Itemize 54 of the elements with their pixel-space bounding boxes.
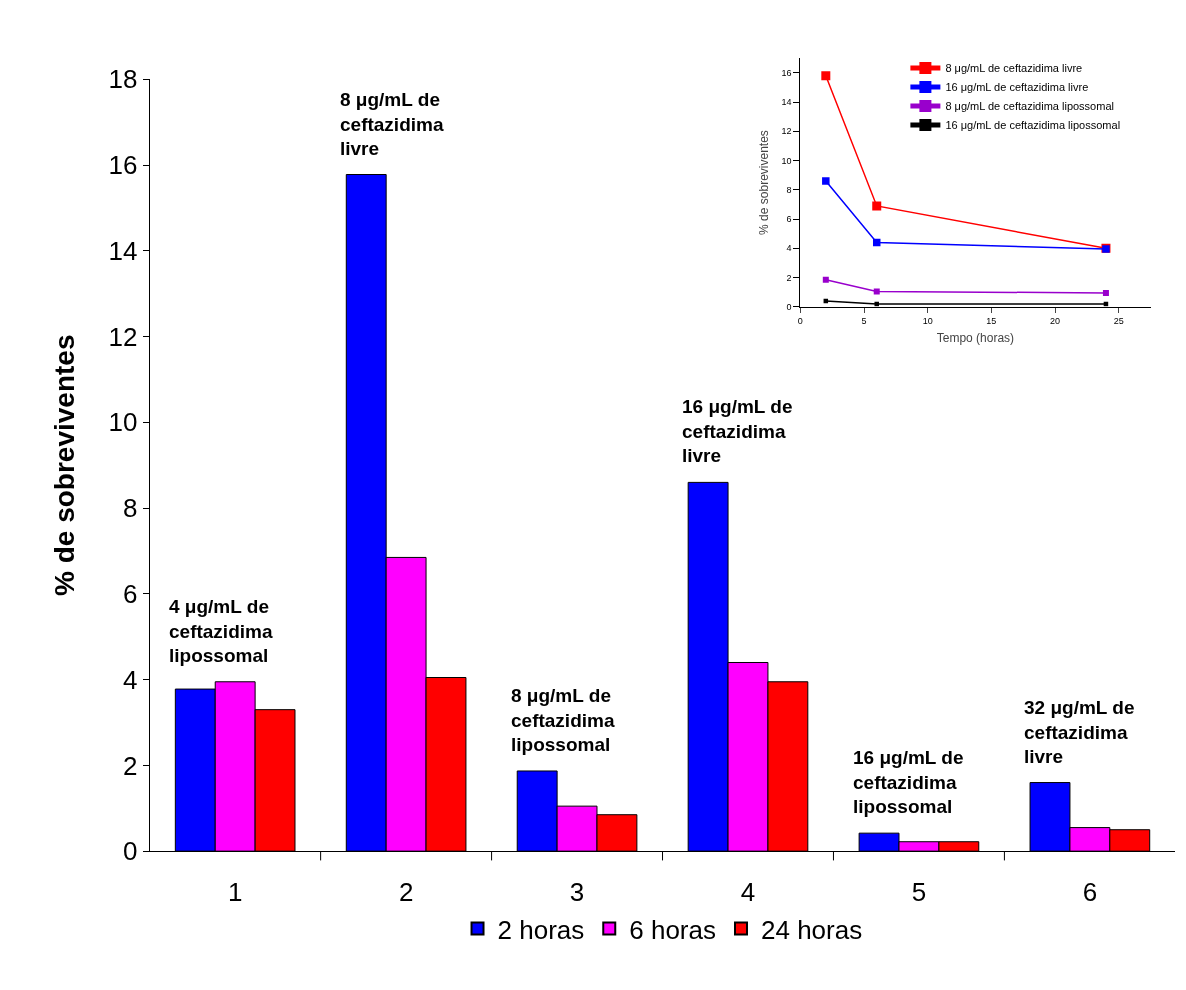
x-tick-label: 5 <box>861 315 867 326</box>
point <box>873 288 880 295</box>
y-tick-label: 14 <box>108 235 138 266</box>
x-tick-label: 0 <box>797 315 803 326</box>
y-tick-label: 0 <box>123 836 138 867</box>
annotation: 16 μg/mL de ceftazidima lipossomal <box>853 747 964 818</box>
annotation: 8 μg/mL de ceftazidima livre <box>340 89 444 160</box>
x-tick-label: 3 <box>569 877 585 908</box>
annotation: 16 μg/mL de ceftazidima livre <box>682 396 793 467</box>
annotation: 8 μg/mL de ceftazidima lipossomal <box>511 685 615 756</box>
legend-label: 8 μg/mL de ceftazidima lipossomal <box>945 100 1114 113</box>
y-tick-label: 18 <box>108 64 138 95</box>
legend-label: 16 μg/mL de ceftazidima livre <box>945 81 1089 94</box>
legend-label: 24 horas <box>760 914 863 945</box>
x-tick-label: 15 <box>986 315 997 326</box>
legend-label: 16 μg/mL de ceftazidima lipossomal <box>945 119 1121 132</box>
y-tick-label: 4 <box>123 664 138 695</box>
y-tick-label: 0 <box>786 301 792 312</box>
y-tick-label: 16 <box>781 67 792 78</box>
x-tick-label: 20 <box>1050 315 1061 326</box>
y-axis-title: % de sobreviventes <box>49 334 81 596</box>
annotation: 4 μg/mL de ceftazidima lipossomal <box>169 596 273 667</box>
x-tick-label: 25 <box>1113 315 1124 326</box>
y-tick-label: 16 <box>108 150 138 181</box>
point <box>874 301 879 307</box>
legend-label: 2 horas <box>497 914 585 945</box>
y-tick-label: 8 <box>786 184 792 195</box>
x-tick-label: 1 <box>227 877 243 908</box>
legend-label: 6 horas <box>629 914 716 945</box>
x-axis-title: Tempo (horas) <box>936 330 1015 345</box>
y-axis-title: % de sobreviventes <box>756 130 771 235</box>
x-tick-label: 4 <box>740 877 756 908</box>
y-tick-label: 8 <box>123 493 138 524</box>
point <box>821 71 831 81</box>
y-tick-label: 2 <box>786 272 792 283</box>
x-tick-label: 2 <box>398 877 414 908</box>
point <box>822 276 829 283</box>
point <box>822 177 830 185</box>
y-tick-label: 6 <box>786 214 792 225</box>
y-tick-label: 2 <box>123 750 138 781</box>
x-tick-label: 5 <box>911 877 927 908</box>
y-tick-label: 10 <box>108 407 138 438</box>
y-tick-label: 6 <box>123 578 138 609</box>
legend-label: 8 μg/mL de ceftazidima livre <box>945 62 1083 75</box>
annotation: 32 μg/mL de ceftazidima livre <box>1024 697 1135 768</box>
x-tick-label: 6 <box>1082 877 1098 908</box>
y-tick-label: 10 <box>781 155 792 166</box>
y-tick-label: 12 <box>108 321 138 352</box>
x-tick-label: 10 <box>922 315 933 326</box>
y-tick-label: 14 <box>781 97 792 108</box>
y-tick-label: 12 <box>781 126 792 137</box>
point <box>872 201 882 211</box>
point <box>1102 289 1109 296</box>
y-tick-label: 4 <box>786 243 792 254</box>
